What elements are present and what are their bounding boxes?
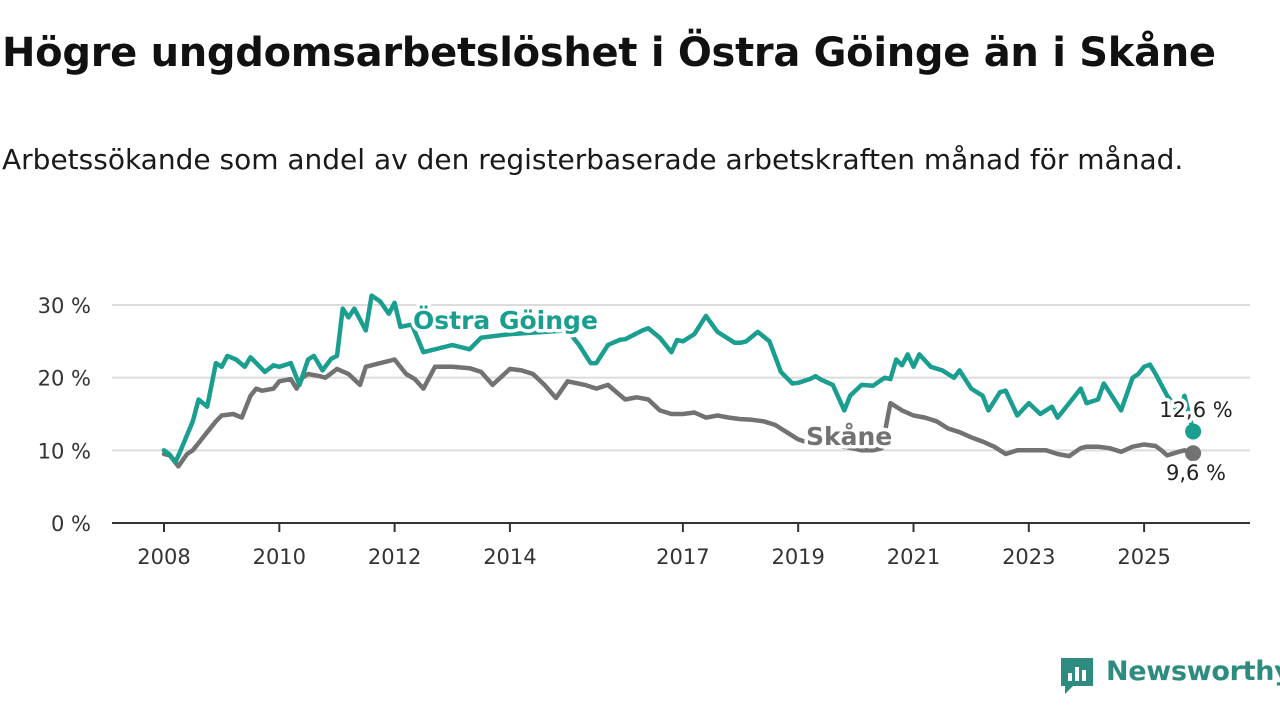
end-value-skane: 9,6 % <box>1166 461 1226 485</box>
newsworthy-logo-icon <box>1061 658 1093 694</box>
end-point-skane <box>1185 445 1202 462</box>
y-tick-label: 20 % <box>38 367 91 391</box>
x-tick-label: 2010 <box>253 545 306 569</box>
x-tick-label: 2017 <box>656 545 709 569</box>
brand-name: Newsworthy <box>1106 656 1280 687</box>
series-label-ostra-goinge: Östra Göinge <box>413 305 598 335</box>
gridlines <box>112 304 1250 452</box>
series-line-ostra-goinge <box>161 293 1196 465</box>
y-tick-label: 10 % <box>38 439 91 463</box>
end-point-ostra-goinge <box>1185 423 1202 440</box>
end-value-ostra-goinge: 12,6 % <box>1159 398 1232 422</box>
chart-title: Högre ungdomsarbetslöshet i Östra Göinge… <box>2 30 1216 76</box>
series-labels: Östra Göinge Skåne 12,6 % 9,6 % <box>410 302 1237 489</box>
x-tick-label: 2014 <box>483 545 536 569</box>
x-tick-label: 2012 <box>368 545 421 569</box>
line-chart: 0 % 10 % 20 % 30 % 2008 2010 2012 2014 2017 2019… <box>38 293 1250 569</box>
x-tick-label: 2023 <box>1002 545 1055 569</box>
x-axis-ticks: 2008 2010 2012 2014 2017 2019 2021 2023 2025 <box>137 523 1171 569</box>
brand-logo: Newsworthy <box>1059 654 1280 698</box>
x-tick-label: 2025 <box>1117 545 1170 569</box>
y-axis-ticks: 0 % 10 % 20 % 30 % <box>38 294 91 536</box>
x-tick-label: 2021 <box>887 545 940 569</box>
series-line-skane <box>161 357 1196 469</box>
series-label-skane: Skåne <box>806 422 892 451</box>
x-tick-label: 2008 <box>137 545 190 569</box>
y-tick-label: 0 % <box>51 512 91 536</box>
x-tick-label: 2019 <box>771 545 824 569</box>
y-tick-label: 30 % <box>38 294 91 318</box>
chart-subtitle: Arbetssökande som andel av den registerb… <box>2 143 1184 176</box>
series-group <box>161 293 1202 469</box>
